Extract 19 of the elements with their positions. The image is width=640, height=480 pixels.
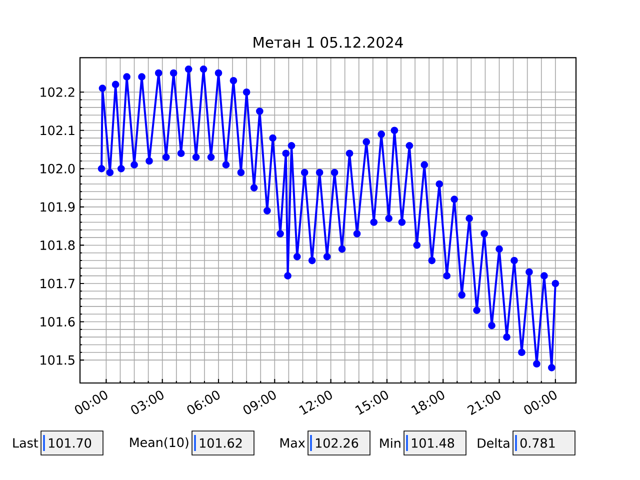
y-tick-label: 102.2 (40, 87, 74, 97)
y-tick-label: 102.0 (40, 164, 75, 174)
y-tick-label: 102.1 (40, 126, 74, 136)
y-tick-label: 101.9 (40, 202, 75, 212)
text: Min (380, 438, 400, 448)
y-tick-label: 101.5 (40, 355, 74, 365)
text: 102.26 (316, 438, 358, 448)
y-tick-label: 101.6 (40, 316, 75, 327)
text: 101.62 (200, 438, 242, 448)
text: 0.781 (520, 438, 555, 448)
chart-title: Метан 1 05.12.2024 (254, 36, 403, 48)
text: Mean(10) (130, 437, 188, 449)
y-tick-label: 101.8 (40, 240, 75, 250)
text: Max (280, 438, 305, 448)
y-tick-label: 101.7 (40, 278, 74, 288)
text: Last (13, 438, 38, 448)
text: 101.48 (412, 438, 454, 448)
text: Delta (478, 438, 510, 448)
text: 101.70 (49, 438, 92, 448)
